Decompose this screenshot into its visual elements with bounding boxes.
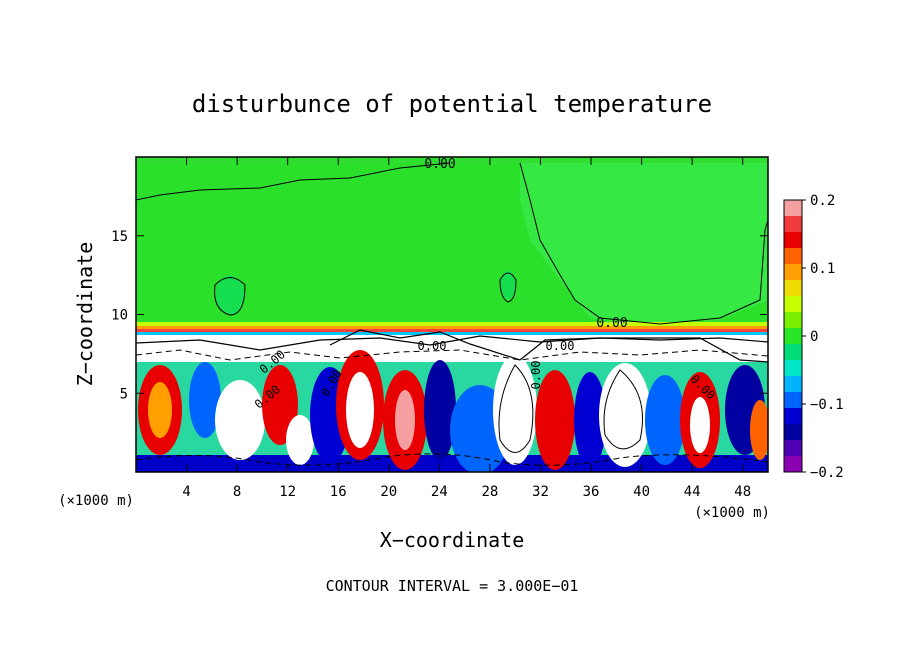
- band-orange: [136, 326, 768, 329]
- band-red: [136, 329, 768, 332]
- x-tick-label: 24: [431, 484, 448, 500]
- contour-label: 0.00: [596, 316, 627, 331]
- colorbar-swatch: [784, 264, 802, 281]
- upper-blob: [216, 275, 244, 315]
- cell: [424, 360, 456, 460]
- colorbar-ticks: 0.2 0.1 0 −0.1 −0.2: [802, 193, 844, 481]
- cell: [599, 363, 651, 467]
- x-tick-label: 36: [583, 484, 600, 500]
- contour-line: [136, 335, 768, 351]
- y-tick-label: 5: [120, 386, 128, 402]
- colorbar-tick-label: −0.2: [810, 465, 844, 481]
- x-tick-label: 32: [532, 484, 549, 500]
- contour-line: [499, 272, 517, 303]
- cell: [395, 390, 415, 450]
- contour-line: [498, 364, 534, 453]
- x-tick-label: 8: [233, 484, 241, 500]
- x-unit-label-right: (×1000 m): [694, 505, 770, 521]
- colorbar-swatch: [784, 312, 802, 329]
- colorbar-swatch: [784, 440, 802, 457]
- colorbar-swatch: [784, 392, 802, 409]
- x-unit-label-left: (×1000 m): [58, 493, 134, 509]
- contour-line: [214, 277, 246, 316]
- colorbar-swatch: [784, 216, 802, 233]
- x-tick-label: 40: [633, 484, 650, 500]
- cell: [148, 382, 172, 438]
- cell: [535, 370, 575, 470]
- x-tick-label: 28: [481, 484, 498, 500]
- cell: [346, 372, 374, 448]
- contour-line: [603, 369, 643, 450]
- cell: [574, 372, 606, 468]
- x-tick-label: 16: [330, 484, 347, 500]
- contour-label: 0.00: [424, 157, 455, 172]
- contour-line: [136, 453, 768, 466]
- colorbar-tick-label: 0.1: [810, 261, 835, 277]
- colorbar-swatch: [784, 344, 802, 361]
- heatmap-field: [136, 157, 768, 472]
- cell: [189, 362, 221, 438]
- colorbar-swatch: [784, 328, 802, 345]
- x-tick-label: 12: [279, 484, 296, 500]
- colorbar-swatch: [784, 408, 802, 425]
- colorbar-swatch: [784, 296, 802, 313]
- x-tick-label: 20: [380, 484, 397, 500]
- band-yellow: [136, 322, 768, 326]
- x-tick-label: 44: [684, 484, 701, 500]
- cell: [690, 397, 710, 453]
- colorbar-tick-label: 0.2: [810, 193, 835, 209]
- colorbar-swatch: [784, 280, 802, 297]
- band-cyan: [136, 332, 768, 335]
- cell: [493, 355, 537, 465]
- y-axis-label: Z−coordinate: [73, 242, 97, 387]
- colorbar: [784, 200, 802, 473]
- x-tick-label: 4: [182, 484, 190, 500]
- colorbar-swatch: [784, 232, 802, 249]
- contour-line: [600, 337, 768, 363]
- x-tick-label: 48: [734, 484, 751, 500]
- y-axis-ticks: 5 10 15: [111, 229, 768, 402]
- cell: [645, 375, 685, 465]
- upper-blob: [500, 271, 516, 299]
- colorbar-swatch: [784, 376, 802, 393]
- colorbar-swatch: [784, 424, 802, 441]
- upper-right-green-patch: [520, 163, 768, 325]
- colorbar-swatch: [784, 248, 802, 265]
- x-axis-label: X−coordinate: [380, 528, 525, 552]
- contour-label: 0.00: [418, 339, 447, 353]
- contour-line: [136, 162, 451, 201]
- contour-label: 0.00: [529, 361, 543, 390]
- contour-line: [519, 162, 768, 325]
- top-band: [136, 157, 768, 163]
- contour-interval-note: CONTOUR INTERVAL = 3.000E−01: [326, 577, 579, 595]
- chart-title: disturbunce of potential temperature: [192, 90, 712, 118]
- colorbar-swatch: [784, 200, 802, 217]
- contour-label: 0.00: [546, 339, 575, 353]
- x-axis-ticks: 4 8 12 16 20 24 28 32 36 40 44 48: [182, 157, 751, 500]
- cell: [215, 380, 265, 460]
- colorbar-swatch: [784, 456, 802, 473]
- colorbar-tick-label: −0.1: [810, 397, 844, 413]
- y-tick-label: 10: [111, 308, 128, 324]
- colorbar-swatch: [784, 360, 802, 377]
- cell: [750, 400, 768, 460]
- cell: [286, 415, 314, 465]
- contour-line: [329, 329, 601, 361]
- y-tick-label: 15: [111, 229, 128, 245]
- colorbar-tick-label: 0: [810, 329, 818, 345]
